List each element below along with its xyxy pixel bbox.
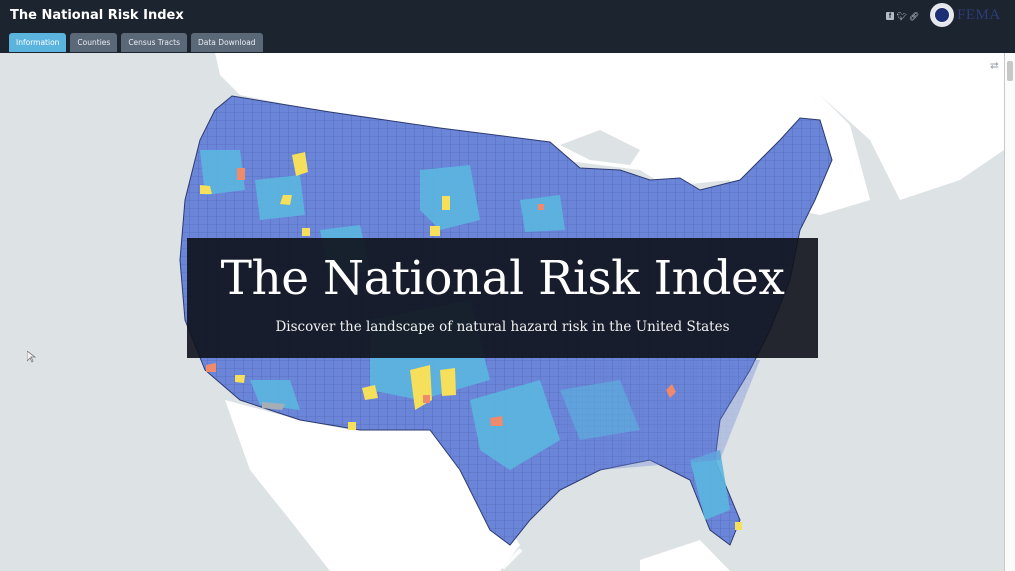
app-header: The National Risk Index Information Coun… [0, 0, 1015, 53]
fema-logo[interactable]: FEMA [930, 3, 1001, 27]
tab-data-download[interactable]: Data Download [191, 33, 263, 52]
tab-counties[interactable]: Counties [70, 33, 118, 52]
social-links: f 🐦︎ 🔗︎ [886, 11, 920, 21]
tab-census-tracts[interactable]: Census Tracts [121, 33, 187, 52]
scrollbar-thumb[interactable] [1007, 61, 1013, 81]
app-title: The National Risk Index [10, 8, 184, 23]
scrollbar[interactable] [1004, 53, 1015, 571]
mouse-cursor-icon [26, 350, 37, 368]
banner-title: The National Risk Index [220, 251, 785, 306]
link-icon[interactable]: 🔗︎ [908, 11, 920, 21]
hero-banner: The National Risk Index Discover the lan… [187, 238, 818, 358]
twitter-icon[interactable]: 🐦︎ [896, 11, 908, 21]
banner-subtitle: Discover the landscape of natural hazard… [275, 319, 730, 335]
facebook-icon[interactable]: f [886, 12, 894, 20]
share-icon[interactable]: ⮂ [990, 60, 999, 72]
fema-logo-text: FEMA [957, 6, 1001, 23]
dhs-seal-icon [930, 3, 954, 27]
tab-information[interactable]: Information [9, 33, 67, 52]
tab-bar: Information Counties Census Tracts Data … [9, 33, 263, 52]
